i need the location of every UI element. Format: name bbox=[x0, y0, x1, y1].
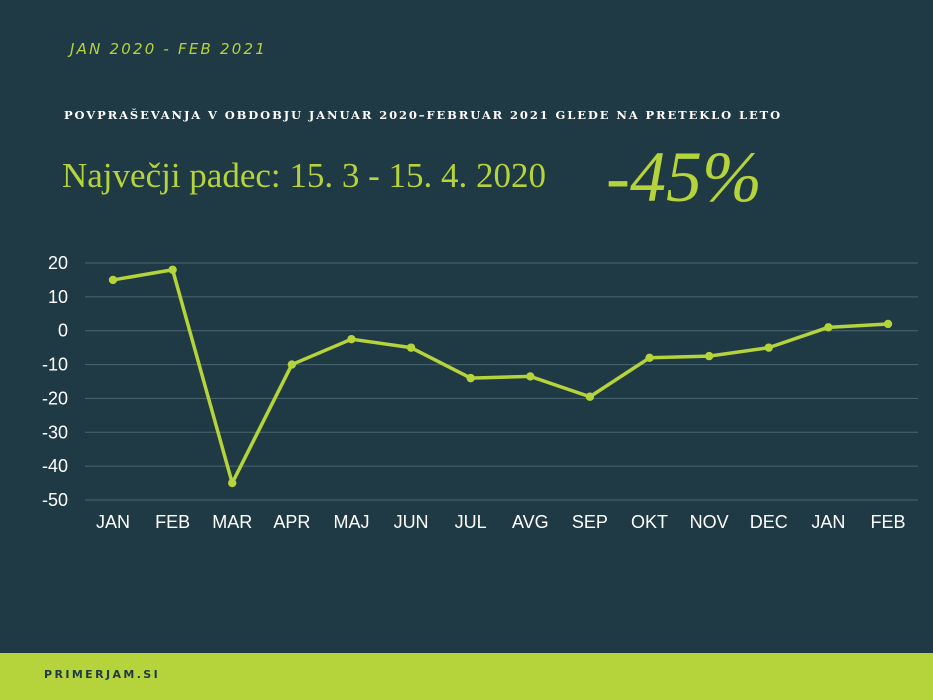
x-tick-label: MAJ bbox=[333, 512, 369, 532]
data-point bbox=[287, 360, 297, 369]
data-point bbox=[526, 372, 535, 381]
data-point bbox=[406, 343, 416, 352]
x-tick-label: APR bbox=[273, 512, 310, 532]
x-tick-label: AVG bbox=[512, 512, 549, 532]
y-tick-label: -30 bbox=[42, 422, 68, 442]
period-label: JAN 2020 - FEB 2021 bbox=[70, 40, 267, 58]
data-point bbox=[585, 392, 595, 401]
footer-brand: PRIMERJAM.SI bbox=[44, 668, 161, 681]
x-tick-label: DEC bbox=[750, 512, 788, 532]
data-point bbox=[645, 353, 654, 362]
series-layer bbox=[108, 265, 893, 488]
x-tick-label: MAR bbox=[212, 512, 252, 532]
x-tick-label: JUL bbox=[455, 512, 487, 532]
data-point bbox=[347, 334, 356, 344]
data-point bbox=[168, 265, 177, 274]
y-tick-label: -10 bbox=[42, 355, 68, 375]
data-point bbox=[466, 373, 475, 383]
grid-layer bbox=[85, 262, 918, 501]
x-tick-label: JAN bbox=[811, 512, 845, 532]
y-tick-label: -50 bbox=[42, 490, 68, 510]
y-axis-ticks: 20 10 0 -10 -20 -30 -40 -50 bbox=[42, 253, 68, 510]
x-tick-label: OKT bbox=[631, 512, 668, 532]
x-tick-label: SEP bbox=[572, 512, 608, 532]
x-axis-ticks: JAN FEB MAR APR MAJ JUN JUL AVG SEP OKT NOV DEC JAN F… bbox=[96, 512, 906, 532]
footer-bar: PRIMERJAM.SI bbox=[0, 653, 933, 700]
y-tick-label: -20 bbox=[42, 388, 68, 408]
data-point bbox=[228, 478, 237, 488]
data-point bbox=[108, 275, 118, 285]
data-point bbox=[764, 343, 773, 352]
x-tick-label: FEB bbox=[155, 512, 190, 532]
x-tick-label: JUN bbox=[394, 512, 429, 532]
data-point bbox=[824, 323, 833, 332]
y-tick-label: -40 bbox=[42, 456, 68, 476]
headline: Največji padec: 15. 3 - 15. 4. 2020 bbox=[62, 156, 547, 195]
y-tick-label: 20 bbox=[48, 253, 68, 273]
chart-subtitle: POVPRAŠEVANJA V OBDOBJU JANUAR 2020–FEBR… bbox=[64, 108, 783, 122]
x-tick-label: JAN bbox=[96, 512, 130, 532]
y-tick-label: 0 bbox=[58, 321, 68, 341]
x-tick-label: NOV bbox=[690, 512, 729, 532]
series-line bbox=[111, 268, 890, 485]
x-tick-label: FEB bbox=[870, 512, 905, 532]
y-tick-label: 10 bbox=[48, 287, 68, 307]
data-point bbox=[883, 319, 893, 329]
data-point bbox=[704, 351, 714, 361]
big-value: -45% bbox=[606, 137, 762, 217]
